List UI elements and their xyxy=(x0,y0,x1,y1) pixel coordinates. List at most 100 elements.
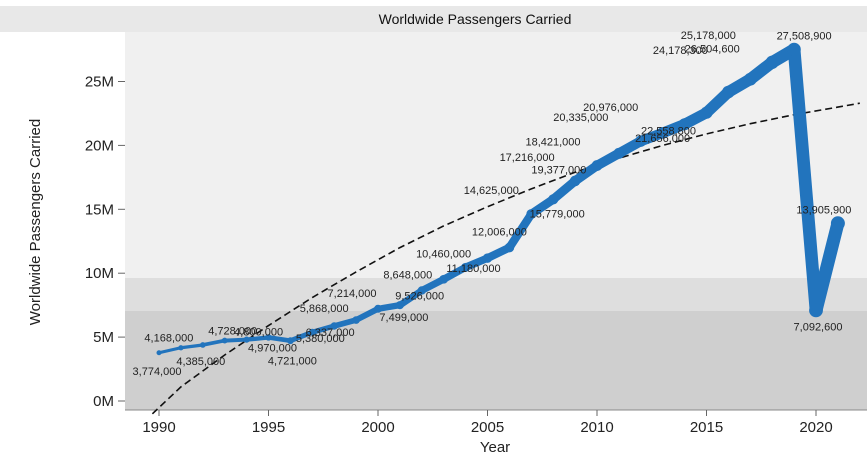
data-label: 15,779,000 xyxy=(530,208,585,220)
series-layer xyxy=(156,42,845,356)
data-point xyxy=(504,242,515,253)
data-label: 21,656,000 xyxy=(635,133,690,145)
series-segment xyxy=(787,43,823,317)
series-segment xyxy=(222,337,249,343)
data-label: 4,800,000 xyxy=(234,327,283,339)
data-point xyxy=(743,72,757,86)
data-label: 6,337,000 xyxy=(306,327,355,339)
data-label: 26,504,600 xyxy=(685,43,740,55)
data-point xyxy=(243,336,250,343)
chart-title: Worldwide Passengers Carried xyxy=(379,11,572,27)
y-tick-label: 20M xyxy=(85,137,114,154)
data-point xyxy=(287,337,294,345)
data-label: 20,335,000 xyxy=(553,112,608,124)
x-tick-label: 1990 xyxy=(142,419,175,436)
data-point xyxy=(265,334,272,341)
data-label: 7,214,000 xyxy=(328,288,377,300)
y-tick-layer: 0M 5M 10M 15M 20M 25M xyxy=(85,74,125,410)
data-point xyxy=(678,118,691,131)
series-segment xyxy=(266,335,293,344)
data-label: 19,377,000 xyxy=(531,164,586,176)
data-label: 5,868,000 xyxy=(300,303,349,315)
series-segment xyxy=(287,329,315,344)
data-point xyxy=(569,175,581,187)
data-label: 24,178,300 xyxy=(653,45,708,57)
x-tick-label: 2020 xyxy=(799,419,832,436)
data-label: 17,216,000 xyxy=(500,152,555,164)
x-tick-label: 1995 xyxy=(252,419,285,436)
series-segment xyxy=(179,343,205,350)
data-point xyxy=(200,342,206,348)
y-tick-label: 10M xyxy=(85,265,114,282)
x-tick-layer: 1990 1995 2000 2005 2010 2015 2020 xyxy=(142,410,833,436)
data-point xyxy=(461,262,471,272)
data-point xyxy=(439,274,449,284)
data-point xyxy=(700,106,713,119)
data-point xyxy=(352,316,360,324)
data-point xyxy=(591,160,603,171)
data-point xyxy=(722,85,735,99)
trendline xyxy=(151,102,860,415)
data-point xyxy=(395,301,404,310)
x-tick-label: 2015 xyxy=(690,419,723,436)
data-label: 10,460,000 xyxy=(416,248,471,260)
data-point xyxy=(613,147,625,159)
data-label: 20,976,000 xyxy=(583,102,638,114)
series-segment xyxy=(157,346,183,355)
data-label: 4,728,000 xyxy=(208,326,257,338)
data-label: 7,499,000 xyxy=(379,312,428,324)
title-band xyxy=(0,6,867,32)
data-label: 14,625,000 xyxy=(464,185,519,197)
x-tick-label: 2005 xyxy=(471,419,504,436)
data-point xyxy=(809,303,823,318)
shaded-band-dark xyxy=(125,311,867,410)
data-label: 12,006,000 xyxy=(472,227,527,239)
data-label: 18,421,000 xyxy=(525,137,580,149)
data-point xyxy=(765,55,779,69)
data-point xyxy=(635,135,647,147)
data-label: 4,168,000 xyxy=(144,333,193,345)
data-point xyxy=(308,328,316,336)
data-label: 22,558,800 xyxy=(641,126,696,138)
y-tick-label: 0M xyxy=(93,393,114,410)
data-label: 3,774,000 xyxy=(133,366,182,378)
data-point xyxy=(656,127,669,139)
data-point xyxy=(221,337,228,344)
data-label: 11,180,000 xyxy=(446,263,500,275)
data-label: 5,380,000 xyxy=(296,333,345,345)
series-segment xyxy=(200,338,227,347)
data-label: 7,092,600 xyxy=(794,321,843,333)
data-point xyxy=(548,194,559,205)
data-label: 4,970,000 xyxy=(248,343,297,355)
y-tick-label: 5M xyxy=(93,329,114,346)
y-tick-label: 25M xyxy=(85,74,114,91)
series-segment xyxy=(505,209,536,252)
data-label: 25,178,000 xyxy=(681,30,736,42)
data-point xyxy=(482,253,493,263)
data-label: 13,905,900 xyxy=(796,204,851,216)
data-label: 9,526,000 xyxy=(395,290,444,302)
series-segment xyxy=(809,216,845,317)
y-axis-title: Worldwide Passengers Carried xyxy=(27,119,44,325)
data-label-layer: 3,774,000 4,168,000 4,385,000 4,728,0004,80… xyxy=(133,30,852,378)
trendline-layer xyxy=(151,102,860,415)
series-segment xyxy=(309,323,337,335)
series-segment xyxy=(353,305,381,324)
data-label: 27,508,900 xyxy=(777,30,832,42)
data-point xyxy=(830,216,845,231)
series-segment xyxy=(244,335,271,342)
data-point xyxy=(156,350,162,356)
data-label: 4,385,000 xyxy=(176,356,225,368)
data-point xyxy=(178,345,184,351)
x-tick-label: 2000 xyxy=(361,419,394,436)
data-label: 4,721,000 xyxy=(268,356,317,368)
data-point xyxy=(787,42,801,57)
data-point xyxy=(374,304,382,313)
data-point xyxy=(330,322,338,330)
data-point xyxy=(417,286,426,295)
data-point xyxy=(526,209,537,220)
x-axis-title: Year xyxy=(480,439,510,456)
data-label: 8,648,000 xyxy=(383,270,432,282)
